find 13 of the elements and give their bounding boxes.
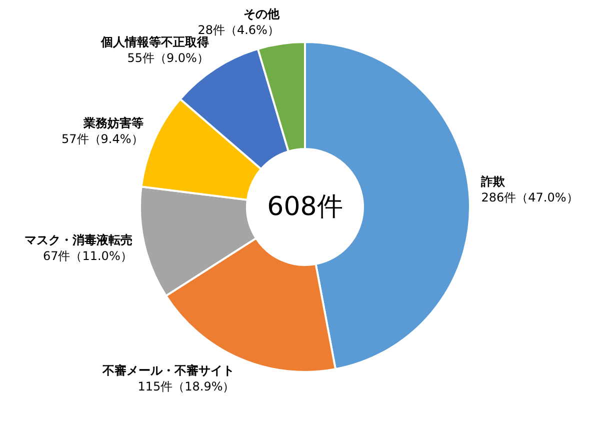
data-label: 55件（9.0%） [127,50,209,65]
text: 608件 [267,192,343,222]
data-label: 67件（11.0%） [42,249,132,264]
slice-label: 詐欺 [480,174,506,189]
data-label: 286件（47.0%） [481,190,578,205]
slice-label: 業務妨害等 [82,116,144,130]
data-label: 28件（4.6%） [198,22,280,37]
slice-label: 不審メール・不審サイト [102,364,235,378]
slice-label: マスク・消毒液転売 [24,233,132,248]
data-label: 57件（9.4%） [62,132,144,146]
data-label: 115件（18.9%） [138,380,235,394]
slice-label: 個人情報等不正取得 [100,34,209,49]
slice-label: その他 [243,6,280,21]
